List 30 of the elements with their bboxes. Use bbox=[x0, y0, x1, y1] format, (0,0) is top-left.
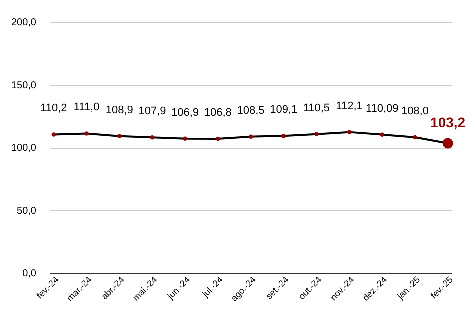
data-label: 110,09 bbox=[366, 102, 399, 115]
point bbox=[216, 136, 220, 142]
y-tick-label: 100,0 bbox=[11, 143, 37, 154]
data-label: 109,1 bbox=[270, 104, 298, 116]
y-tick-label: 150,0 bbox=[11, 80, 37, 92]
point bbox=[150, 135, 155, 140]
data-label: 103,2 bbox=[430, 114, 466, 130]
data-label: 111,0 bbox=[74, 102, 100, 114]
data-label: 106,9 bbox=[172, 106, 200, 119]
data-label: 112,1 bbox=[336, 100, 363, 112]
data-label: 108,0 bbox=[401, 105, 429, 118]
point bbox=[248, 134, 254, 139]
data-label: 106,8 bbox=[204, 106, 232, 119]
y-tick-label: 0,0 bbox=[22, 268, 37, 280]
point bbox=[347, 130, 352, 134]
point bbox=[52, 132, 56, 137]
point bbox=[380, 132, 384, 137]
point bbox=[282, 134, 286, 138]
point bbox=[183, 136, 188, 141]
y-tick-label: 50,0 bbox=[17, 206, 37, 217]
point bbox=[314, 132, 319, 136]
data-label: 107,9 bbox=[138, 106, 166, 118]
y-tick-label: 200,0 bbox=[11, 18, 37, 28]
data-label: 108,9 bbox=[106, 104, 134, 116]
data-label: 110,5 bbox=[303, 102, 330, 114]
data-label: 108,5 bbox=[237, 104, 265, 117]
data-label: 110,2 bbox=[40, 102, 68, 115]
point bbox=[118, 134, 122, 138]
point bbox=[413, 135, 418, 140]
point bbox=[84, 132, 89, 136]
